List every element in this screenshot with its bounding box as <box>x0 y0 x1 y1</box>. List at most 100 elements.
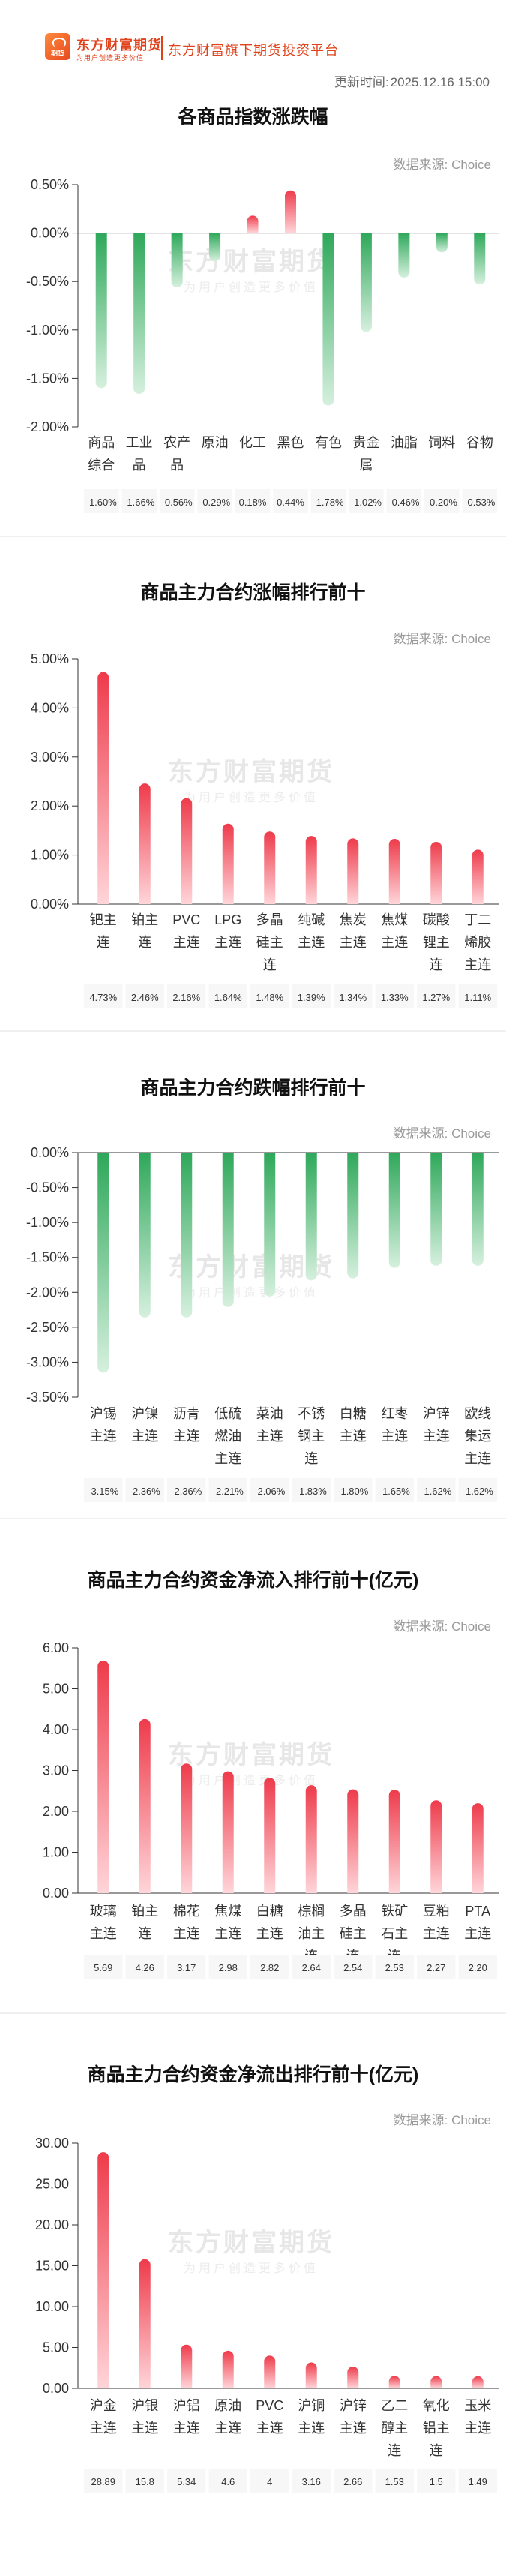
x-category-line: 沪铜 <box>298 2398 325 2413</box>
data-value-label: -1.78% <box>313 497 344 508</box>
value-cell-bg <box>310 489 346 513</box>
x-category-line: PVC <box>256 2398 283 2413</box>
x-category-line: 玉米 <box>464 2398 491 2413</box>
value-cell-bg <box>84 1478 123 1502</box>
watermark-text: 东方财富期货 <box>168 2228 334 2257</box>
x-category-line: 饲料 <box>428 435 455 450</box>
value-cell-bg <box>84 2469 123 2493</box>
x-category-line: LPG <box>214 912 241 927</box>
x-category-label: 黑色 <box>277 435 304 450</box>
x-category-label: 化工 <box>239 435 266 450</box>
value-cell-bg <box>334 1478 373 1502</box>
bar-0 <box>97 1153 109 1373</box>
watermark-slogan: 为用户创造更多价值 <box>184 1286 319 1300</box>
value-cell-bg <box>458 984 497 1008</box>
y-tick-label: 0.50% <box>31 177 69 192</box>
x-category-label: 沪铝主连 <box>173 2398 200 2436</box>
y-tick-label: 4.00% <box>31 700 69 715</box>
bar-9 <box>472 1803 484 1893</box>
data-value-label: 2.82 <box>260 1962 279 1973</box>
x-category-line: 沪金 <box>90 2398 117 2413</box>
bar-9 <box>472 849 484 904</box>
value-cell-bg <box>125 1478 164 1502</box>
value-cell-bg <box>292 2469 331 2493</box>
data-value-label: -1.62% <box>421 1486 452 1497</box>
x-category-label: 原油主连 <box>214 2398 241 2436</box>
data-value-label: -1.66% <box>124 497 155 508</box>
y-tick-label: 0.00 <box>43 1886 69 1901</box>
bar-10 <box>474 233 486 285</box>
x-category-label: 沪镍主连 <box>131 1406 158 1444</box>
bar-4 <box>247 215 259 233</box>
value-cell-bg <box>167 2469 206 2493</box>
x-category-label: 沪铜主连 <box>298 2398 325 2436</box>
x-category-line: 纯碱 <box>298 912 325 927</box>
data-value-label: 1.34% <box>339 992 367 1003</box>
x-category-label: PVC 主连 <box>172 912 200 950</box>
data-value-label: -0.53% <box>464 497 496 508</box>
y-tick-label: 25.00 <box>35 2177 69 2192</box>
x-category-line: 沪铝 <box>173 2398 200 2413</box>
x-category-line: 主连 <box>256 1429 283 1444</box>
value-cell-bg <box>250 2469 289 2493</box>
value-cell-bg <box>208 1478 247 1502</box>
x-category-line: 油主 <box>298 1926 325 1941</box>
x-category-label: LPG 主连 <box>214 912 241 950</box>
y-tick-label: 0.00% <box>31 897 69 912</box>
brand-logo-icon: 期货 <box>45 33 70 60</box>
x-category-label: 铂主连 <box>131 1904 158 1941</box>
bar-5 <box>305 1785 317 1893</box>
value-cell-bg <box>375 2469 414 2493</box>
bar-3 <box>222 1153 234 1307</box>
x-category-line: 燃油 <box>214 1429 241 1444</box>
bar-2 <box>181 1153 193 1318</box>
data-value-label: 3.16 <box>302 2476 321 2487</box>
data-value-label: 5.69 <box>94 1962 112 1973</box>
data-value-label: 2.98 <box>219 1962 238 1973</box>
x-category-line: 主连 <box>173 1429 200 1444</box>
data-value-label: 1.49 <box>469 2476 487 2487</box>
data-value-label: 1.27% <box>422 992 450 1003</box>
data-value-label: 0.44% <box>277 497 304 508</box>
x-category-line: 连 <box>388 2443 401 2458</box>
x-category-line: PVC <box>172 912 200 927</box>
bar-7 <box>388 1790 400 1893</box>
y-tick-label: -2.00% <box>26 419 69 434</box>
data-value-label: 2.53 <box>385 1962 404 1973</box>
value-cell-bg <box>458 1955 497 1979</box>
y-tick-label: 2.00 <box>43 1804 69 1819</box>
x-category-label: 焦煤主连 <box>381 912 408 950</box>
bar-4 <box>264 1778 276 1893</box>
y-tick-label: 2.00% <box>31 798 69 813</box>
x-category-label: 沪锡主连 <box>90 1406 117 1444</box>
value-cell-bg <box>125 2469 164 2493</box>
y-tick-label: 3.00% <box>31 750 69 765</box>
bar-7 <box>388 839 400 904</box>
y-tick-label: 20.00 <box>35 2217 69 2232</box>
page-header: 期货 东方财富期货 为用户创造更多价值 东方财富旗下期货投资平台 更新时间: 20… <box>0 0 506 90</box>
y-tick-label: -2.50% <box>26 1320 69 1335</box>
bar-1 <box>139 1718 151 1893</box>
x-category-line: 主连 <box>464 2421 491 2436</box>
x-category-line: 沪镍 <box>131 1406 158 1421</box>
x-category-line: 化工 <box>239 435 266 450</box>
x-category-line: 主连 <box>90 1429 117 1444</box>
value-cell-bg <box>417 1955 456 1979</box>
watermark-slogan: 为用户创造更多价值 <box>184 2262 319 2275</box>
update-time: 更新时间: 2025.12.16 15:00 <box>333 71 490 90</box>
x-category-label: 沪锌主连 <box>340 2398 367 2436</box>
x-category-line: 铁矿 <box>381 1904 408 1919</box>
y-tick-label: -1.50% <box>26 1250 69 1265</box>
x-category-line: 主连 <box>173 1926 200 1941</box>
x-category-line: 不锈 <box>298 1406 325 1421</box>
y-tick-label: 3.00 <box>43 1763 69 1778</box>
x-category-line: 主连 <box>381 935 408 950</box>
data-value-label: 4.73% <box>89 992 117 1003</box>
bar-6 <box>347 1153 359 1279</box>
x-category-label: 沪锌主连 <box>423 1406 450 1444</box>
x-category-line: 钯主 <box>90 912 117 927</box>
x-category-line: 红枣 <box>381 1406 408 1421</box>
value-cell-bg <box>458 2469 497 2493</box>
x-category-line: 主连 <box>90 2421 117 2436</box>
x-category-line: 碳酸 <box>423 912 450 927</box>
